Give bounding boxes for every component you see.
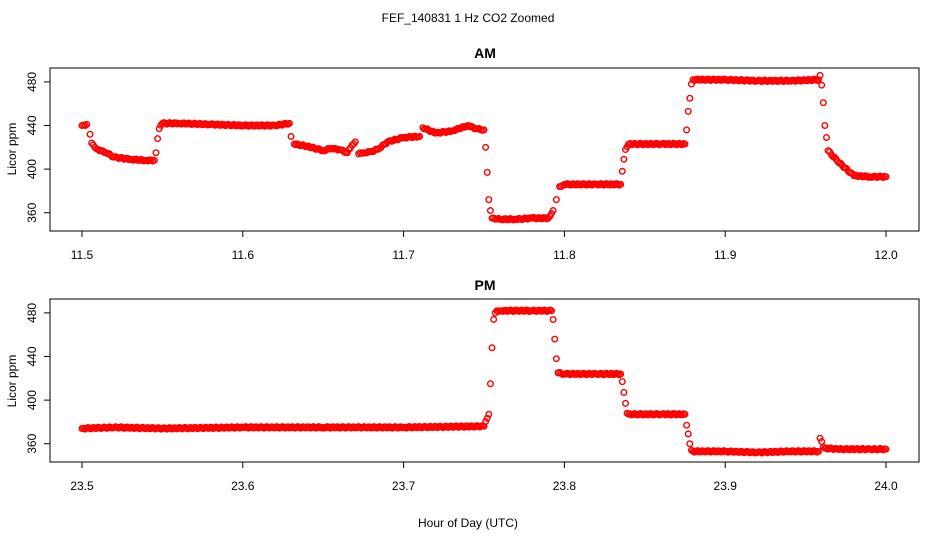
data-point-am <box>155 125 163 133</box>
data-point-am <box>821 122 829 130</box>
data-point-pm <box>552 355 560 363</box>
data-point-pm <box>485 410 493 418</box>
data-point-pm <box>620 388 628 396</box>
y-tick-label-am: 360 <box>25 202 39 222</box>
plot-frame-am <box>49 67 920 232</box>
panel-am: AM Licor ppm 11.5 11.6 11.7 11.8 11.9 12.0 36… <box>5 45 920 262</box>
data-point-pm <box>549 315 557 323</box>
panel-pm: PM Licor ppm 23.5 23.6 23.7 23.8 23.9 24.0 36… <box>5 277 920 493</box>
data-points-am <box>78 71 890 224</box>
x-tick-label-am: 11.9 <box>714 248 737 262</box>
data-point-pm <box>882 445 890 453</box>
x-tick-label-am: 11.6 <box>232 248 255 262</box>
panel-title-am: AM <box>474 45 496 61</box>
data-point-am <box>823 134 831 142</box>
data-point-am <box>482 143 490 151</box>
data-point-pm <box>622 399 630 407</box>
data-point-pm <box>684 430 692 438</box>
data-point-am <box>343 149 351 157</box>
x-tick-label-pm: 23.6 <box>231 479 255 493</box>
data-point-pm <box>483 414 491 422</box>
y-tick-label-am: 440 <box>25 115 39 135</box>
x-axis-label: Hour of Day (UTC) <box>418 516 518 530</box>
data-point-am <box>345 145 353 153</box>
figure-title: FEF_140831 1 Hz CO2 Zoomed <box>382 11 555 25</box>
data-point-am <box>154 135 162 143</box>
data-point-am <box>150 156 158 164</box>
data-point-am <box>486 207 494 215</box>
data-point-am <box>549 207 557 215</box>
x-tick-label-pm: 23.9 <box>714 479 738 493</box>
data-point-am <box>552 196 560 204</box>
x-tick-label-am: 11.7 <box>392 248 415 262</box>
y-axis-label-am: Licor ppm <box>5 123 19 176</box>
data-point-am <box>490 214 498 222</box>
data-point-pm <box>814 447 822 455</box>
data-point-am <box>683 126 691 134</box>
data-point-am <box>485 196 493 204</box>
data-point-pm <box>551 335 559 343</box>
data-point-am <box>882 173 890 181</box>
data-point-am <box>819 99 827 107</box>
data-point-am <box>152 149 160 157</box>
y-tick-label-pm: 440 <box>25 346 39 366</box>
panel-title-pm: PM <box>475 277 496 293</box>
data-point-pm <box>681 410 689 418</box>
y-tick-label-pm: 400 <box>25 390 39 410</box>
y-tick-label-pm: 360 <box>25 433 39 453</box>
data-point-am <box>686 94 694 102</box>
data-point-pm <box>678 411 686 419</box>
x-axis-am: 11.5 11.6 11.7 11.8 11.9 12.0 <box>71 231 898 262</box>
data-point-am <box>416 132 424 140</box>
x-tick-label-pm: 23.7 <box>392 479 416 493</box>
data-point-pm <box>548 307 556 315</box>
data-point-am <box>620 155 628 163</box>
data-point-pm <box>618 378 626 386</box>
data-points-pm <box>78 306 890 457</box>
data-point-am <box>480 126 488 134</box>
data-point-am <box>86 130 94 138</box>
data-point-pm <box>490 315 498 323</box>
data-point-am <box>285 119 293 127</box>
y-axis-pm: 360 400 440 480 <box>25 303 50 454</box>
y-tick-label-am: 480 <box>25 72 39 92</box>
x-tick-label-pm: 23.5 <box>70 479 94 493</box>
y-tick-label-am: 400 <box>25 159 39 179</box>
data-point-pm <box>686 440 694 448</box>
y-axis-am: 360 400 440 480 <box>25 72 50 223</box>
data-point-am <box>681 140 689 148</box>
y-axis-label-pm: Licor ppm <box>5 355 19 408</box>
plot-frame-pm <box>49 298 920 463</box>
x-axis-pm: 23.5 23.6 23.7 23.8 23.9 24.0 <box>70 462 898 493</box>
data-point-am <box>818 81 826 89</box>
data-point-am <box>617 180 625 188</box>
data-point-am <box>351 138 359 146</box>
data-point-pm <box>488 344 496 352</box>
data-point-am <box>83 120 91 128</box>
data-point-am <box>287 132 295 140</box>
x-tick-label-am: 11.8 <box>553 248 576 262</box>
x-tick-label-am: 12.0 <box>874 248 898 262</box>
data-point-am <box>483 168 491 176</box>
x-tick-label-pm: 23.8 <box>553 479 577 493</box>
data-point-am <box>678 141 686 149</box>
y-tick-label-pm: 480 <box>25 303 39 323</box>
data-point-pm <box>486 380 494 388</box>
data-point-am <box>684 107 692 115</box>
x-tick-label-pm: 24.0 <box>874 479 898 493</box>
data-point-pm <box>683 421 691 429</box>
x-tick-label-am: 11.5 <box>71 248 94 262</box>
data-point-am <box>618 167 626 175</box>
data-point-pm <box>617 370 625 378</box>
data-point-am <box>816 71 824 79</box>
